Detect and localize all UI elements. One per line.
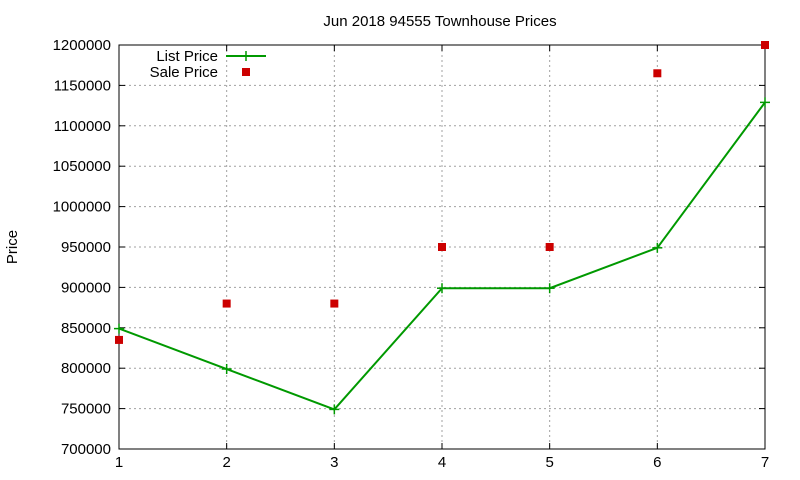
y-tick-label: 800000 [61, 360, 111, 377]
list-price-point [114, 323, 124, 334]
sale-price-point [115, 335, 123, 344]
chart-title: Jun 2018 94555 Townhouse Prices [323, 13, 556, 30]
legend-plus-marker [241, 51, 251, 61]
series-layer [114, 41, 770, 415]
y-tick-label: 750000 [61, 401, 111, 418]
y-tick-label: 700000 [61, 441, 111, 458]
sale-price-point [438, 243, 446, 251]
legend-label: List Price [156, 48, 218, 65]
series-0 [114, 97, 770, 415]
sale-price-point [545, 243, 554, 251]
y-tick-label: 850000 [61, 320, 111, 337]
legend-item: List Price [156, 48, 266, 65]
list-price-point [221, 364, 232, 375]
sale-price-point [653, 69, 662, 78]
y-axis-label: Price [4, 230, 21, 264]
y-tick-label: 1000000 [53, 199, 111, 216]
y-tick-label: 1200000 [53, 37, 111, 54]
list-price-point [437, 283, 447, 294]
list-price-point [652, 242, 663, 253]
x-tick-label: 2 [222, 454, 230, 471]
sale-price-point [222, 299, 231, 308]
list-price-point [329, 404, 340, 415]
sale-price-point [330, 299, 339, 308]
x-tick-label: 1 [115, 454, 123, 471]
y-tick-label: 950000 [61, 239, 111, 256]
y-tick-label: 1150000 [54, 77, 111, 94]
list-price-point [760, 97, 770, 108]
x-tick-label: 7 [761, 454, 769, 471]
series-1 [115, 41, 769, 344]
x-tick-label: 4 [438, 454, 446, 471]
legend-square-marker [242, 68, 250, 76]
legend-label: Sale Price [150, 64, 218, 81]
x-tick-label: 3 [330, 454, 338, 471]
y-tick-label: 1050000 [53, 158, 111, 175]
list-price-point [544, 283, 555, 294]
axis-ticks: 1 2 3 4 5 6 7 700000 750000 800000 850000 900000 950… [53, 37, 770, 471]
sale-price-point [761, 41, 769, 49]
y-tick-label: 900000 [61, 279, 111, 296]
legend-item: Sale Price [150, 64, 250, 81]
x-tick-label: 6 [653, 454, 661, 471]
x-tick-label: 5 [545, 454, 553, 471]
y-tick-label: 1100000 [54, 118, 111, 135]
